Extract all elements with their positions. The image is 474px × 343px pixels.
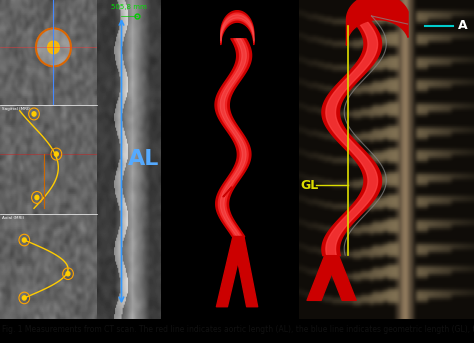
Text: 505,8 mm: 505,8 mm [111,3,147,10]
Circle shape [32,112,36,116]
Circle shape [47,41,59,54]
Circle shape [22,238,26,242]
Circle shape [35,195,39,200]
Text: A: A [458,19,468,32]
Circle shape [66,272,70,276]
Text: GL: GL [301,178,319,191]
Circle shape [22,296,26,300]
Text: Axial (MRI): Axial (MRI) [2,216,24,220]
Text: AL: AL [128,150,159,169]
Text: Sagittal (MRI): Sagittal (MRI) [2,107,30,111]
Circle shape [55,152,58,156]
Circle shape [36,28,71,66]
Text: Fig. 1 Measurements from CT scan. The red line indicates aortic length (AL), the: Fig. 1 Measurements from CT scan. The re… [2,325,474,334]
